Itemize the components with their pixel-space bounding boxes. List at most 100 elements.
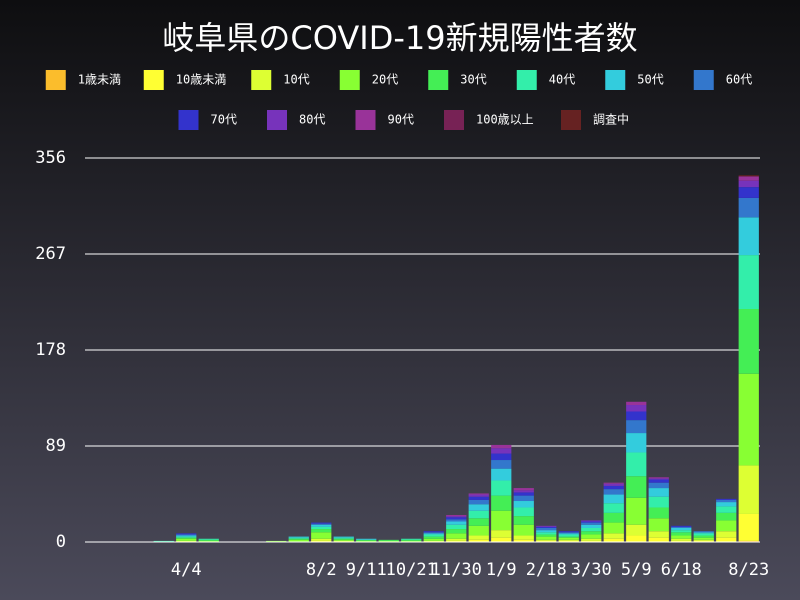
bar-segment: [626, 405, 647, 412]
bar-segment: [378, 540, 399, 542]
bar-segment: [491, 453, 512, 461]
bar-segment: [401, 539, 422, 541]
bar-segment: [176, 540, 197, 542]
bar-segment: [356, 539, 377, 541]
legend-swatch: [178, 110, 199, 130]
legend-label: 1歳未満: [78, 73, 121, 87]
bar-segment: [288, 538, 309, 540]
bar-segment: [311, 538, 332, 541]
bar-segment: [446, 516, 467, 518]
bar-segment: [536, 530, 557, 533]
bar-segment: [446, 524, 467, 530]
bar-segment: [513, 490, 534, 493]
chart-title: 岐阜県のCOVID-19新規陽性者数: [162, 19, 637, 57]
bar-segment: [626, 411, 647, 421]
bar-segment: [468, 496, 489, 500]
legend-label: 70代: [211, 113, 237, 127]
bar-segment: [468, 535, 489, 540]
bar-segment: [198, 539, 219, 541]
bar-segment: [423, 531, 444, 533]
bar-segment: [423, 532, 444, 534]
bar-segment: [446, 519, 467, 522]
bar-segment: [153, 540, 174, 542]
bar-segment: [716, 498, 737, 500]
bar-segment: [738, 217, 759, 256]
y-tick-label: 178: [35, 340, 66, 360]
bar-segment: [176, 535, 197, 537]
legend-label: 50代: [637, 73, 663, 87]
bar-segment: [581, 534, 602, 539]
bar-segment: [446, 517, 467, 520]
bar-segment: [401, 538, 422, 540]
x-tick-label: 11/30: [431, 560, 482, 580]
bar-segment: [491, 537, 512, 542]
bar-segment: [468, 494, 489, 497]
bar-segment: [603, 485, 624, 490]
bar-segment: [603, 503, 624, 513]
bar-segment: [626, 476, 647, 498]
x-tick-label: 6/18: [661, 560, 702, 580]
bar-segment: [536, 525, 557, 527]
bar-segment: [491, 448, 512, 454]
legend-swatch: [516, 70, 537, 90]
legend-swatch: [45, 70, 66, 90]
bar-segment: [468, 510, 489, 519]
bar-segment: [581, 538, 602, 541]
bar-segment: [468, 525, 489, 536]
legend-swatch: [428, 70, 449, 90]
bar-segment: [288, 539, 309, 542]
y-tick-label: 89: [46, 436, 66, 456]
bar-segment: [603, 512, 624, 523]
bar-segment: [693, 539, 714, 541]
bar-segment: [603, 483, 624, 486]
bar-segment: [513, 492, 534, 496]
bar-segment: [198, 538, 219, 540]
bar-segment: [333, 538, 354, 540]
legend-swatch: [143, 70, 164, 90]
bar-segment: [446, 538, 467, 541]
bar-segment: [513, 488, 534, 491]
bar-segment: [311, 540, 332, 542]
bar-segment: [333, 540, 354, 542]
bar-segment: [558, 540, 579, 542]
bar-segment: [356, 540, 377, 542]
bar-segment: [176, 537, 197, 539]
bar-segment: [491, 480, 512, 496]
bar-segment: [468, 493, 489, 495]
bar-segment: [716, 506, 737, 513]
bar-segment: [603, 494, 624, 504]
y-tick-label: 267: [35, 244, 66, 264]
bar-segment: [311, 523, 332, 525]
bar-segment: [536, 539, 557, 541]
bar-segment: [513, 524, 534, 536]
bar-segment: [738, 465, 759, 514]
bar-segment: [468, 518, 489, 526]
bar-segment: [581, 527, 602, 532]
legend-swatch: [693, 70, 714, 90]
bar-segment: [536, 532, 557, 535]
bar-segment: [603, 489, 624, 495]
bar-segment: [738, 180, 759, 188]
bar-segment: [558, 536, 579, 538]
bar-segment: [603, 538, 624, 542]
legend-label: 100歳以上: [476, 113, 534, 127]
bar-segment: [558, 537, 579, 540]
bar-segment: [491, 468, 512, 481]
bar-segment: [603, 522, 624, 534]
bar-segment: [513, 516, 534, 525]
bar-segment: [468, 504, 489, 511]
bar-segment: [288, 537, 309, 539]
bar-segment: [671, 526, 692, 528]
legend-label: 30代: [460, 73, 486, 87]
bar-segment: [266, 540, 287, 542]
bar-segment: [513, 539, 534, 542]
bar-segment: [581, 524, 602, 528]
bar-segment: [536, 526, 557, 528]
x-tick-label: 8/23: [728, 560, 769, 580]
bar-segment: [671, 535, 692, 539]
bar-segment: [446, 515, 467, 517]
legend-swatch: [267, 110, 287, 130]
bar-segment: [716, 537, 737, 542]
